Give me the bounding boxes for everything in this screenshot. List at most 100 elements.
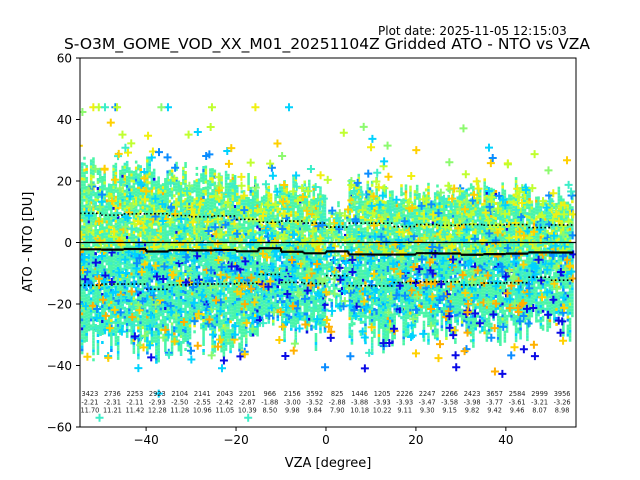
- grid-cell: [229, 347, 232, 351]
- grid-cell: [150, 306, 154, 310]
- grid-cell: [80, 171, 84, 175]
- grid-cell: [209, 327, 212, 331]
- grid-cell: [209, 201, 212, 205]
- grid-cell: [152, 201, 156, 205]
- grid-cell: [110, 286, 113, 289]
- grid-cell: [123, 285, 127, 289]
- grid-cell: [245, 211, 248, 215]
- grid-cell: [269, 217, 273, 221]
- grid-cell: [206, 203, 210, 207]
- grid-cell: [305, 321, 309, 325]
- grid-cell: [116, 353, 120, 357]
- grid-cell: [296, 234, 300, 237]
- grid-cell: [141, 191, 145, 195]
- grid-cell: [227, 212, 230, 216]
- grid-cell: [299, 302, 302, 306]
- grid-cell: [175, 224, 178, 228]
- grid-cell: [110, 307, 113, 310]
- grid-cell: [105, 277, 109, 281]
- grid-cell: [107, 243, 111, 247]
- grid-cell: [233, 274, 237, 277]
- grid-cell: [170, 289, 174, 293]
- grid-cell: [150, 219, 154, 223]
- grid-cell: [238, 336, 241, 340]
- grid-cell: [107, 183, 111, 187]
- grid-cell: [276, 267, 280, 271]
- grid-cell: [184, 267, 187, 270]
- grid-cell: [166, 188, 169, 192]
- grid-cell: [296, 309, 300, 312]
- grid-cell: [114, 225, 118, 229]
- grid-cell: [260, 271, 264, 275]
- grid-cell: [110, 337, 113, 340]
- grid-cell: [193, 306, 196, 310]
- grid-cell: [215, 305, 219, 309]
- grid-cell: [85, 218, 88, 222]
- grid-cell: [229, 269, 232, 273]
- grid-cell: [184, 174, 187, 177]
- grid-cell: [292, 180, 295, 184]
- grid-cell: [159, 256, 163, 260]
- grid-cell: [80, 261, 84, 265]
- grid-cell: [155, 297, 158, 301]
- grid-cell: [123, 267, 127, 271]
- grid-cell: [80, 321, 84, 325]
- grid-cell: [213, 346, 217, 350]
- grid-cell: [213, 349, 217, 353]
- grid-cell: [202, 238, 205, 241]
- grid-cell: [276, 309, 280, 313]
- grid-cell: [110, 343, 113, 346]
- grid-cell: [80, 177, 84, 181]
- grid-cell: [249, 294, 253, 298]
- grid-cell: [107, 270, 111, 274]
- grid-cell: [218, 262, 221, 266]
- grid-cell: [305, 249, 309, 253]
- grid-cell: [125, 280, 129, 284]
- grid-cell: [254, 305, 257, 309]
- grid-cell: [132, 197, 136, 201]
- grid-cell: [209, 222, 212, 226]
- grid-cell: [125, 178, 129, 182]
- grid-cell: [251, 225, 255, 229]
- grid-cell: [301, 275, 304, 279]
- grid-cell: [251, 306, 255, 310]
- grid-cell: [101, 182, 104, 185]
- grid-cell: [236, 312, 239, 316]
- grid-cell: [96, 193, 100, 196]
- grid-cell: [141, 278, 145, 282]
- grid-cell: [103, 187, 106, 191]
- grid-cell: [204, 207, 208, 211]
- grid-cell: [83, 291, 86, 295]
- grid-cell: [177, 315, 181, 319]
- grid-cell: [182, 328, 185, 332]
- grid-cell: [96, 190, 100, 193]
- grid-cell: [184, 183, 187, 186]
- grid-cell: [173, 335, 176, 339]
- grid-cell: [164, 199, 167, 202]
- grid-cell: [236, 213, 239, 217]
- grid-cell: [164, 259, 167, 262]
- grid-cell: [272, 211, 275, 215]
- grid-cell: [146, 303, 149, 307]
- grid-cell: [204, 261, 208, 265]
- grid-cell: [200, 194, 203, 198]
- grid-cell: [121, 261, 124, 265]
- grid-cell: [195, 205, 199, 209]
- grid-cell: [166, 203, 169, 207]
- grid-cell: [159, 247, 163, 251]
- grid-cell: [94, 294, 97, 298]
- grid-cell: [272, 262, 275, 266]
- grid-cell: [200, 326, 203, 330]
- grid-cell: [276, 243, 280, 247]
- grid-cell: [202, 211, 205, 214]
- grid-cell: [287, 218, 291, 222]
- grid-cell: [152, 177, 156, 181]
- grid-cell: [188, 321, 192, 325]
- grid-cell: [191, 232, 194, 236]
- grid-cell: [215, 263, 219, 267]
- grid-cell: [287, 245, 291, 249]
- grid-cell: [92, 199, 95, 203]
- grid-cell: [254, 320, 257, 324]
- grid-cell: [276, 312, 280, 316]
- grid-cell: [213, 283, 217, 287]
